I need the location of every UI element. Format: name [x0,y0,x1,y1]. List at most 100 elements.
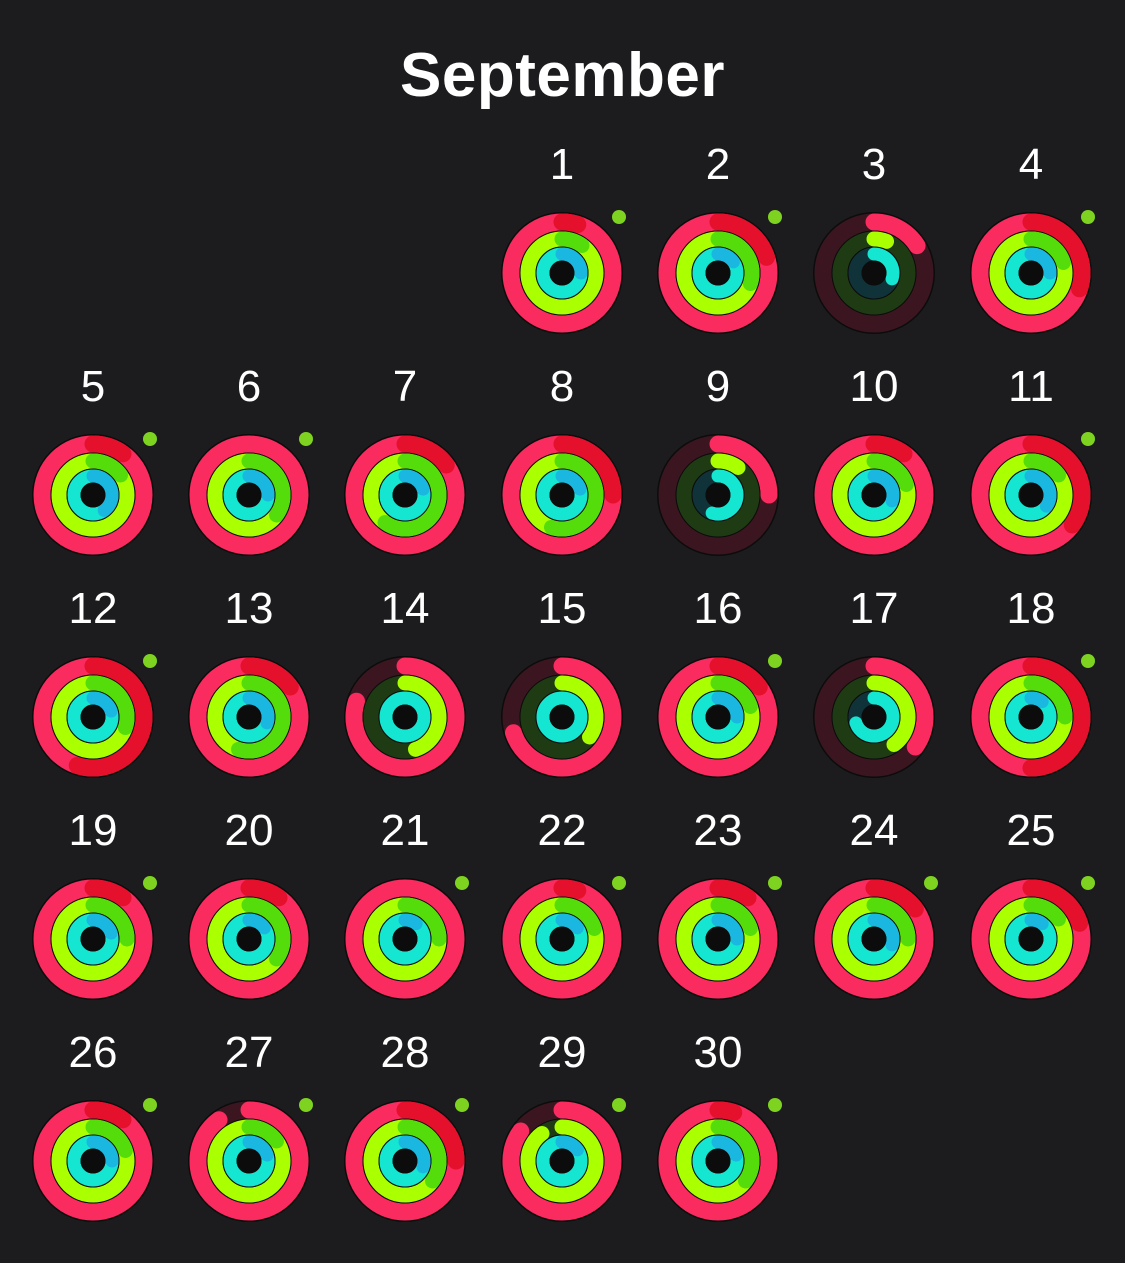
move-ring-progress [68,657,153,777]
month-title: September [400,41,725,110]
stand-ring-progress [398,913,423,931]
day-cell-14[interactable]: 14 [327,584,483,806]
activity-rings [657,434,779,556]
move-ring-progress [240,879,288,907]
day-cell-6[interactable]: 6 [171,362,327,584]
day-cell-12[interactable]: 12 [15,584,171,806]
day-number: 18 [1006,584,1056,633]
exercise-ring-progress [866,675,916,753]
activity-rings [501,434,623,556]
rings-center [707,706,729,728]
stand-ring-progress [867,247,900,286]
day-number: 25 [1006,806,1056,855]
rings-center [551,928,573,950]
move-ring-progress [1022,435,1091,534]
stand-ring-separator [861,704,887,730]
move-ring-track [345,879,465,999]
day-number: 16 [693,584,743,633]
day-cell-2[interactable]: 2 [640,140,796,362]
day-cell-25[interactable]: 25 [953,806,1109,1028]
rings-center [238,1150,260,1172]
day-cell-29[interactable]: 29 [484,1028,640,1250]
achievement-dot-icon [768,876,782,890]
day-number: 17 [849,584,899,633]
activity-rings [32,432,157,556]
stand-ring-progress [398,469,430,496]
move-ring-progress [1022,879,1089,932]
day-number: 3 [861,140,887,189]
stand-ring-separator [236,1148,262,1174]
day-cell-11[interactable]: 11 [953,362,1109,584]
day-cell-22[interactable]: 22 [484,806,640,1028]
activity-rings [970,876,1095,1000]
achievement-dot-icon [455,876,469,890]
day-cell-28[interactable]: 28 [327,1028,483,1250]
stand-ring-separator [80,704,106,730]
day-number: 28 [380,1028,430,1077]
move-ring-progress [709,213,776,266]
stand-ring-separator [861,926,887,952]
achievement-dot-icon [1081,876,1095,890]
activity-rings [970,432,1095,556]
rings-center [863,262,885,284]
day-cell-20[interactable]: 20 [171,806,327,1028]
activity-rings [344,1098,469,1222]
day-cell-30[interactable]: 30 [640,1028,796,1250]
activity-rings [657,654,782,778]
day-cell-1[interactable]: 1 [484,140,640,362]
day-number: 4 [1018,140,1044,189]
day-number: 20 [224,806,274,855]
achievement-dot-icon [768,1098,782,1112]
stand-ring-progress [86,469,119,517]
rings-center [551,484,573,506]
activity-rings [32,1098,157,1222]
stand-ring-progress [711,1135,743,1162]
stand-ring-separator [861,260,887,286]
stand-ring-progress [242,913,271,935]
day-cell-9[interactable]: 9 [640,362,796,584]
rings-center [1020,706,1042,728]
activity-rings [501,656,623,778]
stand-ring-separator [705,1148,731,1174]
day-cell-13[interactable]: 13 [171,584,327,806]
day-cell-15[interactable]: 15 [484,584,640,806]
day-cell-19[interactable]: 19 [15,806,171,1028]
day-number: 29 [537,1028,587,1077]
day-cell-27[interactable]: 27 [171,1028,327,1250]
rings-center [707,484,729,506]
day-cell-3[interactable]: 3 [796,140,952,362]
activity-rings [657,1098,782,1222]
stand-ring-progress [705,469,744,521]
day-cell-23[interactable]: 23 [640,806,796,1028]
day-cell-8[interactable]: 8 [484,362,640,584]
stand-ring-separator [549,704,575,730]
day-cell-7[interactable]: 7 [327,362,483,584]
day-number: 7 [392,362,418,411]
move-ring-progress [553,213,587,233]
day-number: 2 [705,140,731,189]
day-cell-16[interactable]: 16 [640,584,796,806]
stand-ring-progress [86,1135,119,1168]
day-number: 30 [693,1028,743,1077]
day-cell-26[interactable]: 26 [15,1028,171,1250]
stand-ring-progress [867,913,900,952]
exercise-ring-progress [710,1119,760,1189]
exercise-ring-progress [397,897,447,947]
day-cell-10[interactable]: 10 [796,362,952,584]
activity-rings [970,654,1095,778]
stand-ring-separator [80,926,106,952]
day-cell-21[interactable]: 21 [327,806,483,1028]
day-number: 8 [549,362,575,411]
stand-ring-separator [80,482,106,508]
day-cell-5[interactable]: 5 [15,362,171,584]
day-number: 15 [537,584,587,633]
stand-ring-progress [867,469,900,508]
move-ring-progress [396,1101,465,1170]
day-cell-24[interactable]: 24 [796,806,952,1028]
activity-rings [32,654,157,778]
exercise-ring-progress [85,1119,133,1158]
day-cell-4[interactable]: 4 [953,140,1109,362]
day-cell-17[interactable]: 17 [796,584,952,806]
rings-center [394,1150,416,1172]
day-cell-18[interactable]: 18 [953,584,1109,806]
